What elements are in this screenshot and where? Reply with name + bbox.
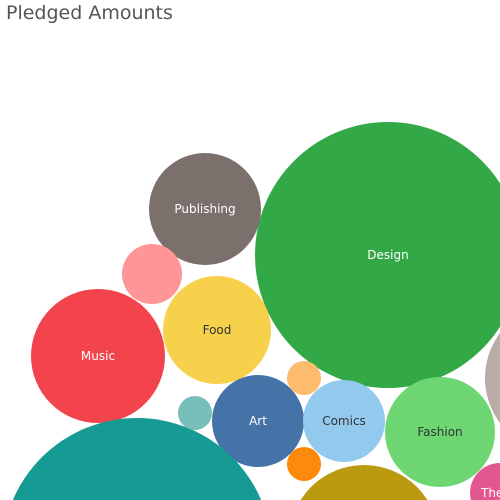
bubble-technology[interactable] bbox=[485, 303, 500, 453]
bubble-publishing[interactable] bbox=[149, 153, 261, 265]
bubble-film-video[interactable] bbox=[289, 465, 439, 500]
bubble-label-design: Design bbox=[367, 248, 408, 262]
bubble-label-publishing: Publishing bbox=[174, 202, 235, 216]
bubble-journalism[interactable] bbox=[178, 396, 212, 430]
bubble-games[interactable] bbox=[2, 418, 272, 500]
bubble-label-theater: The bbox=[480, 486, 500, 500]
bubble-photography[interactable] bbox=[122, 244, 182, 304]
bubble-label-music: Music bbox=[81, 349, 115, 363]
bubble-label-art: Art bbox=[249, 414, 267, 428]
bubble-theater[interactable] bbox=[470, 463, 500, 500]
bubble-design[interactable] bbox=[255, 122, 500, 388]
bubble-label-fashion: Fashion bbox=[417, 425, 462, 439]
bubble-food[interactable] bbox=[163, 276, 271, 384]
bubble-label-comics: Comics bbox=[322, 414, 366, 428]
bubble-fashion[interactable] bbox=[385, 377, 495, 487]
bubble-art[interactable] bbox=[212, 375, 304, 467]
bubble-music[interactable] bbox=[31, 289, 165, 423]
bubble-crafts[interactable] bbox=[287, 361, 321, 395]
chart-title: Pledged Amounts bbox=[6, 2, 173, 24]
bubble-label-food: Food bbox=[203, 323, 232, 337]
bubble-dance[interactable] bbox=[287, 447, 321, 481]
bubble-comics[interactable] bbox=[303, 380, 385, 462]
